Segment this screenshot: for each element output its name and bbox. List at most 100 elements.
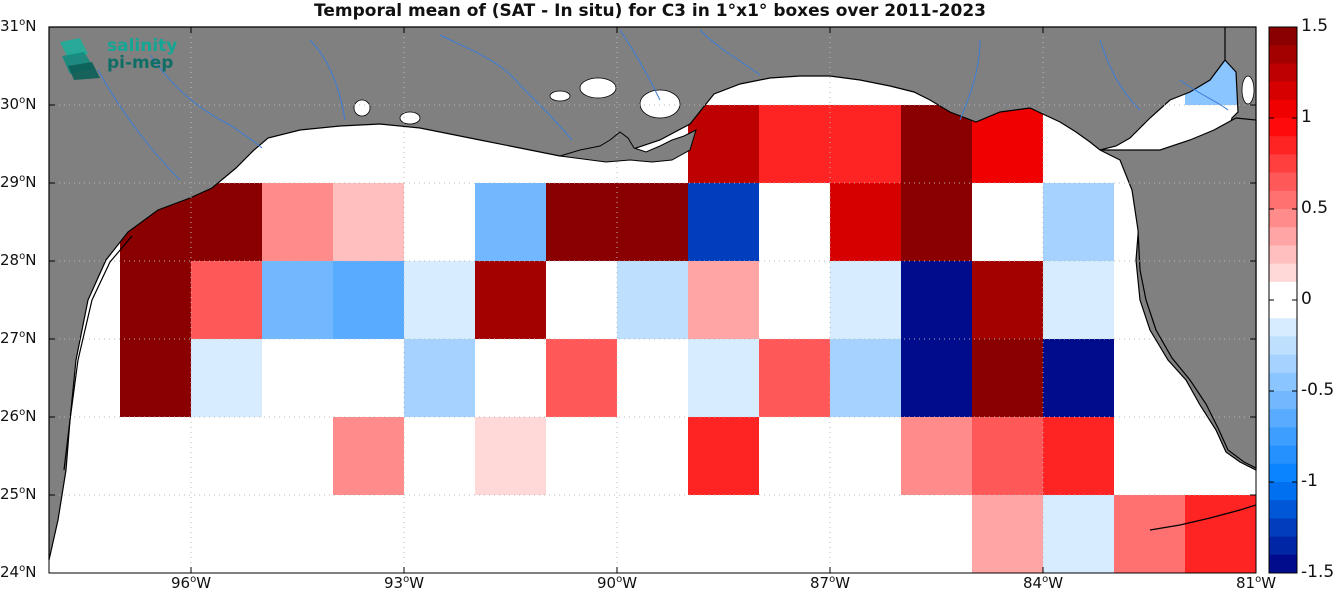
lake-okeechobee (1241, 75, 1255, 105)
logo-text-salinity: salinity (107, 36, 178, 56)
degree-symbol: o (403, 574, 410, 585)
map-title: Temporal mean of (SAT - In situ) for C3 … (314, 1, 986, 21)
lake-grand (399, 111, 421, 125)
logo-text-pi-mep: pi-mep (107, 53, 174, 73)
grid-box (972, 339, 1043, 417)
x-tick-label: 87oW (810, 574, 850, 592)
river-4 (439, 34, 573, 141)
grid-box (830, 183, 901, 261)
x-tick-label-hemisphere: W (1261, 574, 1277, 592)
y-tick-label-degrees: 27 (0, 329, 20, 347)
grid-box (1043, 495, 1114, 573)
x-tick-label-hemisphere: W (196, 574, 212, 592)
river-1 (149, 54, 263, 149)
grid-box (688, 261, 759, 339)
x-tick-label: 90oW (597, 574, 637, 592)
colorbar-swatch (1269, 445, 1297, 465)
colorbar-ticks (1269, 26, 1297, 574)
x-tick-label: 96oW (171, 574, 211, 592)
degree-symbol: o (190, 574, 197, 585)
colorbar-swatch (1269, 136, 1297, 155)
colorbar-swatch (1269, 372, 1297, 392)
axis-ticks (49, 26, 1257, 574)
river-9 (1179, 79, 1229, 111)
grid-box (475, 261, 546, 339)
grid-box (901, 339, 972, 417)
degree-symbol: o (19, 251, 26, 262)
grid-box (688, 183, 759, 261)
colorbar-swatch (1269, 245, 1297, 265)
degree-symbol: o (1255, 574, 1262, 585)
grid-box (404, 183, 475, 261)
land-us-gulf-coast (48, 26, 1257, 561)
colorbar-tick-label: 0 (1301, 289, 1312, 309)
grid-box (333, 339, 404, 417)
colorbar-swatch (1269, 99, 1297, 119)
x-tick-label-degrees: 96 (171, 574, 191, 592)
colorbar-swatch (1269, 427, 1297, 447)
colorbar-swatch (1269, 227, 1297, 246)
y-tick-label-degrees: 31 (0, 17, 20, 35)
lake-pontchartrain (579, 77, 617, 99)
y-tick-label-hemisphere: N (25, 485, 37, 503)
x-tick-label-hemisphere: W (409, 574, 425, 592)
colorbar-swatch (1269, 172, 1297, 192)
x-tick-label-hemisphere: W (835, 574, 851, 592)
land-florida-peninsula (1099, 117, 1257, 469)
grid-box (688, 339, 759, 417)
grid-box (1043, 417, 1114, 495)
colorbar-tick-label: -1 (1301, 471, 1318, 491)
y-tick-label: 26oN (0, 407, 36, 425)
colorbar-tick-label: 1 (1301, 107, 1312, 127)
grid-box (191, 339, 262, 417)
y-tick-label: 24oN (0, 563, 36, 581)
x-tick-label-degrees: 81 (1236, 574, 1256, 592)
x-tick-label-degrees: 90 (597, 574, 617, 592)
colorbar-swatch (1269, 63, 1297, 83)
grid-box (1043, 261, 1114, 339)
river-5 (619, 29, 661, 101)
grid-box (901, 105, 972, 183)
y-tick-label-hemisphere: N (25, 173, 37, 191)
colorbar-swatch (1269, 45, 1297, 64)
colorbar-swatch (1269, 500, 1297, 519)
grid-box (1043, 339, 1114, 417)
river-7 (959, 39, 981, 121)
rivers (97, 29, 1229, 181)
lake-west-delta (549, 90, 571, 102)
river-6 (699, 29, 761, 76)
grid-box (688, 105, 759, 183)
grid-box (759, 105, 830, 183)
grid-box (759, 183, 830, 261)
grid-box (617, 183, 688, 261)
y-tick-label: 31oN (0, 17, 36, 35)
grid-box (546, 183, 617, 261)
grid-box (972, 417, 1043, 495)
salinity-pi-mep-logo: salinity pi-mep (58, 34, 208, 84)
colorbar-swatch (1269, 354, 1297, 374)
colorbar-swatch (1269, 391, 1297, 410)
degree-symbol: o (19, 17, 26, 28)
river-3 (309, 39, 346, 121)
y-tick-label: 28oN (0, 251, 36, 269)
x-tick-label-hemisphere: W (622, 574, 638, 592)
grid-box (262, 261, 333, 339)
grid-box (404, 339, 475, 417)
grid-box (120, 339, 191, 417)
x-tick-label: 93oW (384, 574, 424, 592)
degree-symbol: o (1042, 574, 1049, 585)
grid-box (617, 261, 688, 339)
colorbar-swatch (1269, 409, 1297, 428)
colorbar-swatch (1269, 336, 1297, 356)
grid-box (972, 261, 1043, 339)
grid-box (901, 183, 972, 261)
grid-box (830, 339, 901, 417)
colorbar-tick-label: 1.5 (1301, 16, 1329, 36)
colorbar-swatch (1269, 154, 1297, 174)
grid-box (475, 339, 546, 417)
x-tick-label-degrees: 84 (1023, 574, 1043, 592)
colorbar-swatch (1269, 518, 1297, 538)
degree-symbol: o (829, 574, 836, 585)
grid-box (830, 105, 901, 183)
grid-box (404, 261, 475, 339)
